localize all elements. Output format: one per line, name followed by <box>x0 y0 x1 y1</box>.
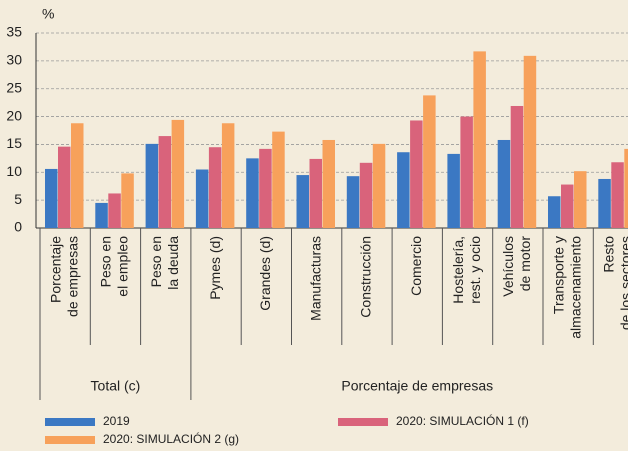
bar <box>208 147 222 228</box>
bar <box>309 158 322 228</box>
x-tick-label: almacenamiento <box>567 236 583 339</box>
bar <box>598 178 611 228</box>
x-tick-label: Peso en <box>148 236 164 287</box>
bar <box>510 105 524 228</box>
x-tick-label: de empresas <box>64 236 80 317</box>
legend-swatch <box>338 418 388 426</box>
y-tick-label: 0 <box>14 219 22 235</box>
bar <box>359 162 373 228</box>
bar <box>548 196 561 228</box>
group-label: Porcentaje de empresas <box>341 378 493 394</box>
bar <box>497 139 511 228</box>
bar <box>611 162 624 228</box>
bar <box>624 148 628 228</box>
y-tick-label: 25 <box>6 79 22 95</box>
x-tick-label: Peso en <box>98 236 114 287</box>
x-tick-label: Resto <box>601 236 617 273</box>
bar <box>108 193 121 228</box>
y-axis-label: % <box>42 6 54 22</box>
legend-label: 2019 <box>103 414 130 428</box>
bar <box>95 202 108 228</box>
bar <box>45 168 58 228</box>
x-tick-label: Porcentaje <box>47 236 63 303</box>
x-tick-label: Hostelería, <box>450 236 466 304</box>
y-tick-label: 15 <box>6 135 22 151</box>
bar <box>58 146 71 228</box>
bar <box>523 55 537 228</box>
bar <box>473 51 486 229</box>
y-tick-label: 20 <box>6 107 22 123</box>
x-tick-label: Pymes (d) <box>207 236 223 300</box>
x-tick-label: Comercio <box>408 236 424 296</box>
x-tick-label: la deuda <box>165 236 181 290</box>
x-tick-label: Manufacturas <box>307 236 323 321</box>
bar <box>259 148 272 228</box>
legend-label: 2020: SIMULACIÓN 1 (f) <box>396 413 529 428</box>
group-label: Total (c) <box>91 378 141 394</box>
bar <box>410 120 423 228</box>
legend-label: 2020: SIMULACIÓN 2 (g) <box>103 431 239 446</box>
y-tick-label: 10 <box>6 163 22 179</box>
y-tick-label: 5 <box>14 191 22 207</box>
bar <box>460 116 473 228</box>
y-tick-label: 30 <box>6 52 22 68</box>
x-tick-label: Transporte y <box>550 236 566 314</box>
x-tick-label: Vehículos <box>500 236 516 297</box>
bar <box>346 176 360 228</box>
bar <box>195 169 209 228</box>
legend-swatch <box>45 418 95 426</box>
bar <box>423 95 436 229</box>
y-tick-label: 35 <box>6 24 22 40</box>
bar <box>574 171 587 228</box>
bar <box>272 131 285 228</box>
bar <box>246 158 259 228</box>
bar <box>447 153 460 228</box>
bar <box>561 184 574 228</box>
legend-swatch <box>45 436 95 444</box>
bar <box>397 152 410 228</box>
bar <box>71 123 84 228</box>
x-tick-label: de motor <box>517 236 533 292</box>
bar <box>145 143 159 228</box>
x-tick-label: de los sectores <box>618 236 628 330</box>
bar <box>221 123 235 228</box>
bar <box>372 143 386 228</box>
x-tick-label: el empleo <box>115 236 131 297</box>
bar <box>171 119 185 228</box>
bar <box>158 136 172 228</box>
bar <box>296 175 309 228</box>
x-tick-label: Construcción <box>358 236 374 318</box>
bar <box>322 139 335 228</box>
bar <box>121 173 134 228</box>
x-tick-label: Grandes (d) <box>257 236 273 311</box>
x-tick-label: rest. y ocio <box>467 236 483 304</box>
